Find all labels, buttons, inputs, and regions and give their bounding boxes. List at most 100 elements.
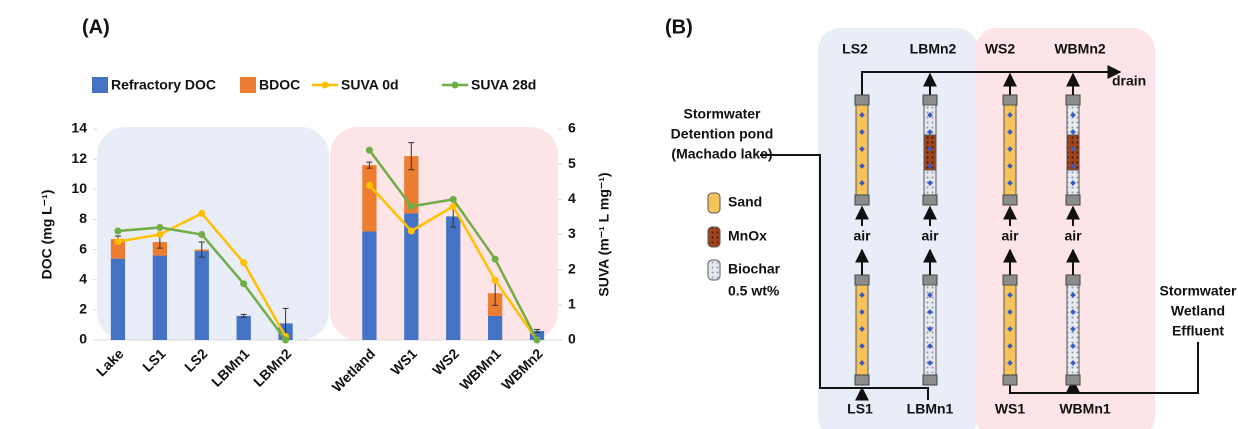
- bar: [362, 165, 377, 232]
- bar: [488, 315, 503, 340]
- marker: [533, 336, 541, 344]
- marker: [282, 336, 290, 344]
- media-dot: [1070, 360, 1076, 366]
- y2-tick-label: 2: [568, 260, 576, 276]
- column-label: WS2: [985, 41, 1016, 57]
- column-cap: [922, 194, 938, 206]
- bar: [110, 258, 126, 340]
- y-tick-label: 12: [71, 150, 87, 166]
- media-dot: [927, 326, 933, 332]
- marker: [449, 202, 457, 210]
- marker: [198, 231, 206, 238]
- legend-swatch: [707, 226, 721, 248]
- legend-label: Refractory DOC: [111, 77, 216, 93]
- y-tick-label: 4: [79, 270, 87, 286]
- legend-label: SUVA 28d: [471, 77, 536, 93]
- legend-label: 0.5 wt%: [728, 283, 780, 299]
- x-tick-label: LS1: [139, 345, 169, 375]
- x-tick-label: LBMn2: [250, 345, 294, 389]
- y2-tick-label: 0: [568, 331, 576, 347]
- media-dot: [859, 309, 865, 315]
- legend-label: MnOx: [728, 228, 767, 244]
- error-bar: [534, 328, 541, 333]
- marker: [114, 227, 122, 235]
- bar: [110, 239, 126, 259]
- bar: [152, 242, 167, 256]
- mnox-layer: [923, 134, 937, 171]
- media-dot: [1070, 292, 1076, 298]
- bar: [446, 216, 461, 340]
- media-dot: [1070, 180, 1076, 186]
- media-dot: [859, 129, 865, 135]
- bar: [362, 231, 377, 340]
- bar: [404, 156, 419, 214]
- media-dot: [927, 129, 933, 135]
- x-tick-label: LBMn1: [208, 345, 252, 389]
- column-cap: [922, 374, 938, 386]
- y-tick-label: 8: [79, 210, 87, 226]
- y2-tick-label: 4: [568, 190, 576, 206]
- y-axis-title: DOC (mg L⁻¹): [39, 190, 55, 280]
- marker: [240, 280, 248, 288]
- media-dot: [927, 292, 933, 298]
- source-label: Detention pond: [671, 126, 774, 142]
- error-bar: [198, 241, 205, 258]
- media-dot: [859, 360, 865, 366]
- media-dot: [1007, 326, 1013, 332]
- marker: [114, 238, 122, 246]
- column-label: LS1: [847, 401, 873, 417]
- x-tick-label: Wetland: [329, 345, 379, 395]
- drain-label: drain: [1112, 73, 1146, 89]
- y2-axis-title: SUVA (m⁻¹ L mg⁻¹): [596, 172, 612, 296]
- marker: [407, 227, 415, 235]
- column-cap: [1002, 274, 1018, 286]
- media-dot: [859, 343, 865, 349]
- media-dot: [1070, 163, 1076, 169]
- marker: [491, 255, 499, 263]
- media-dot: [1070, 112, 1076, 118]
- media-dot: [859, 326, 865, 332]
- media-dot: [1007, 112, 1013, 118]
- error-bar: [408, 142, 415, 171]
- column-label: WBMn2: [1054, 41, 1106, 57]
- bar: [529, 330, 545, 340]
- air-label: air: [921, 228, 939, 244]
- media-dot: [1070, 129, 1076, 135]
- panel-title: (B): [665, 16, 693, 38]
- legend-label: Biochar: [728, 261, 781, 277]
- media-dot: [927, 360, 933, 366]
- media-dot: [859, 146, 865, 152]
- column-cap: [1002, 194, 1018, 206]
- media-dot: [927, 309, 933, 315]
- media-dot: [859, 163, 865, 169]
- media-dot: [1007, 360, 1013, 366]
- y-tick-label: 10: [71, 180, 87, 196]
- group-shade: [975, 28, 1155, 429]
- column-cap: [854, 194, 870, 206]
- media-dot: [1007, 343, 1013, 349]
- legend-swatch: [707, 259, 721, 281]
- column-cap: [1065, 274, 1081, 286]
- y-tick-label: 0: [79, 331, 87, 347]
- column-cap: [1002, 374, 1018, 386]
- bar: [152, 255, 167, 340]
- bar: [194, 251, 209, 340]
- media-dot: [927, 163, 933, 169]
- drain-pipe: [861, 65, 1122, 95]
- x-tick-label: Lake: [93, 345, 127, 379]
- media-dot: [927, 112, 933, 118]
- x-tick-label: WBMn2: [498, 345, 546, 393]
- air-label: air: [1064, 228, 1082, 244]
- y-tick-label: 2: [79, 301, 87, 317]
- column-label: LS2: [842, 41, 868, 57]
- column-label: LBMn1: [907, 401, 954, 417]
- media-dot: [1070, 326, 1076, 332]
- media-dot: [1070, 146, 1076, 152]
- column-cap: [1065, 94, 1081, 106]
- source-label: Stormwater: [1159, 283, 1237, 299]
- y2-tick-label: 6: [568, 120, 576, 136]
- media-dot: [1007, 146, 1013, 152]
- inlet-pipe: [1009, 342, 1199, 394]
- marker: [240, 259, 248, 267]
